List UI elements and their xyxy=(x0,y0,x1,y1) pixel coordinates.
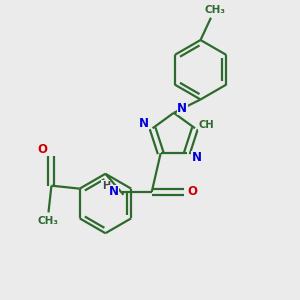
Text: N: N xyxy=(191,151,201,164)
Text: N: N xyxy=(139,117,149,130)
Text: CH₃: CH₃ xyxy=(205,5,226,15)
Text: CH: CH xyxy=(199,120,214,130)
Text: CH₃: CH₃ xyxy=(38,216,59,226)
Text: H: H xyxy=(102,181,110,191)
Text: N: N xyxy=(177,102,187,115)
Text: N: N xyxy=(109,185,119,198)
Text: O: O xyxy=(188,185,198,198)
Text: O: O xyxy=(38,143,47,156)
